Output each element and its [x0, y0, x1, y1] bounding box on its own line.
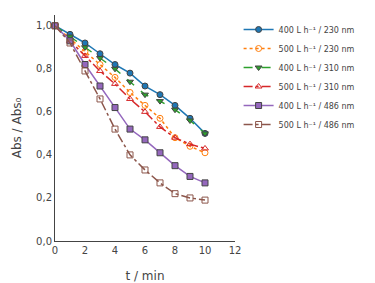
svg-text:0,4: 0,4 [36, 149, 52, 160]
svg-text:400 L h⁻¹ / 486 nm: 400 L h⁻¹ / 486 nm [279, 102, 355, 111]
svg-text:Abs / Abs₀: Abs / Abs₀ [10, 97, 24, 158]
svg-text:t / min: t / min [125, 269, 164, 283]
svg-text:500 L h⁻¹ / 310 nm: 500 L h⁻¹ / 310 nm [279, 83, 355, 92]
svg-text:400 L h⁻¹ / 310 nm: 400 L h⁻¹ / 310 nm [279, 64, 355, 73]
svg-text:2: 2 [82, 245, 88, 256]
svg-text:8: 8 [172, 245, 178, 256]
svg-text:0,6: 0,6 [36, 106, 52, 117]
svg-text:12: 12 [229, 245, 242, 256]
svg-text:10: 10 [199, 245, 212, 256]
svg-text:4: 4 [112, 245, 118, 256]
svg-text:0,0: 0,0 [36, 236, 52, 247]
svg-text:1,0: 1,0 [36, 20, 52, 31]
svg-text:500 L h⁻¹ / 486 nm: 500 L h⁻¹ / 486 nm [279, 121, 355, 130]
svg-text:0,2: 0,2 [36, 192, 52, 203]
svg-text:0,8: 0,8 [36, 63, 52, 74]
svg-text:400 L h⁻¹ / 230 nm: 400 L h⁻¹ / 230 nm [279, 26, 355, 35]
svg-text:500 L h⁻¹ / 230 nm: 500 L h⁻¹ / 230 nm [279, 45, 355, 54]
svg-text:0: 0 [52, 245, 58, 256]
svg-text:6: 6 [142, 245, 148, 256]
